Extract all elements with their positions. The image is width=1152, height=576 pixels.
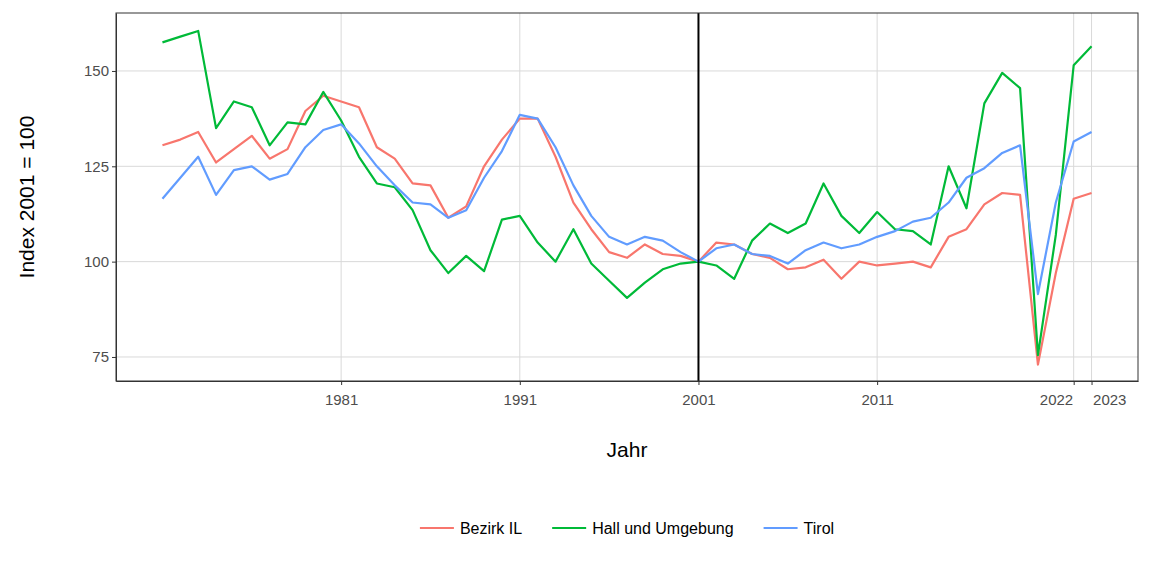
- x-tick: 2011: [862, 381, 894, 408]
- y-axis-title: Index 2001 = 100: [15, 116, 38, 279]
- x-axis: 1981 1991 2001 2011 2022 2023: [117, 381, 1139, 408]
- y-tick-mark: [112, 71, 116, 72]
- x-grid-line: [698, 13, 699, 381]
- x-grid-line: [519, 13, 520, 381]
- x-tick: 2022: [1040, 381, 1074, 408]
- x-tick-label: 1991: [504, 391, 537, 408]
- x-grid-line: [341, 13, 342, 381]
- series-line: [162, 115, 1091, 294]
- y-grid-line: [116, 261, 1138, 262]
- x-tick-mark: [698, 381, 699, 385]
- y-grid-line: [116, 356, 1138, 357]
- legend-key: [420, 527, 454, 529]
- x-grid-line: [1091, 13, 1092, 381]
- x-tick-mark: [1092, 381, 1093, 385]
- y-tick-label: 75: [92, 348, 109, 365]
- x-tick: 2001: [682, 381, 715, 408]
- legend-label: Hall und Umgebung: [592, 520, 733, 537]
- y-tick-mark: [112, 357, 116, 358]
- legend: Bezirk IL Hall und Umgebung Tirol: [420, 520, 834, 537]
- x-tick-label: 2023: [1093, 391, 1126, 408]
- y-tick-mark: [112, 166, 116, 167]
- legend-label: Bezirk IL: [460, 520, 522, 537]
- y-tick-label: 150: [84, 62, 109, 79]
- x-axis-title: Jahr: [607, 438, 648, 461]
- x-tick-mark: [877, 381, 878, 385]
- x-tick-label: 1981: [325, 391, 358, 408]
- x-tick-label: 2022: [1040, 391, 1073, 408]
- y-tick-mark: [112, 262, 116, 263]
- series-line: [162, 31, 1091, 355]
- x-tick: 1991: [504, 381, 537, 408]
- x-tick-mark: [520, 381, 521, 385]
- y-tick-label: 125: [84, 158, 109, 175]
- x-tick-mark: [341, 381, 342, 385]
- plot-background: [116, 13, 1138, 381]
- x-tick-label: 2001: [682, 391, 715, 408]
- plot-frame: [116, 13, 1138, 381]
- axis-line: [116, 14, 117, 382]
- y-axis: 75 100 125 150: [84, 14, 117, 382]
- x-tick: 2023: [1092, 381, 1126, 408]
- y-tick: 150: [84, 62, 116, 79]
- data-layer: [162, 13, 1091, 381]
- chart: 1981 1991 2001 2011 2022 2023 75 100 125 150 Jahr I…: [0, 0, 1152, 576]
- legend-item: Tirol: [764, 520, 835, 537]
- y-tick: 75: [92, 348, 116, 365]
- x-tick-label: 2011: [862, 391, 894, 408]
- x-tick-mark: [1074, 381, 1075, 385]
- axis-line: [117, 381, 1139, 382]
- legend-key: [764, 527, 798, 529]
- series-line: [162, 96, 1091, 365]
- legend-item: Bezirk IL: [420, 520, 522, 537]
- x-tick: 1981: [325, 381, 358, 408]
- y-tick-label: 100: [84, 253, 109, 270]
- legend-key: [552, 527, 586, 529]
- grid: [116, 13, 1138, 381]
- plot-area: 1981 1991 2001 2011 2022 2023 75 100 125 150: [84, 13, 1139, 408]
- legend-label: Tirol: [804, 520, 835, 537]
- y-tick: 100: [84, 253, 116, 270]
- x-grid-line: [877, 13, 878, 381]
- y-tick: 125: [84, 158, 116, 175]
- legend-item: Hall und Umgebung: [552, 520, 733, 537]
- reference-line: [697, 13, 699, 381]
- y-grid-line: [116, 70, 1138, 71]
